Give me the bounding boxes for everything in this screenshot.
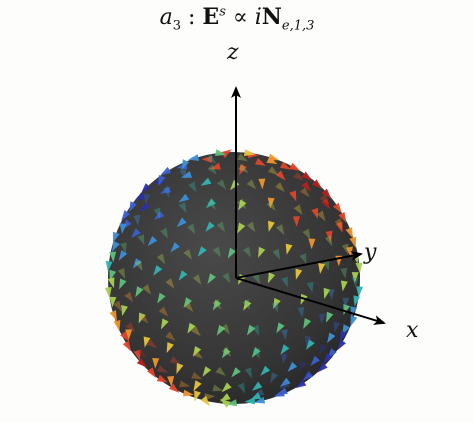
field-arrow xyxy=(110,310,117,321)
field-arrow xyxy=(114,320,121,331)
field-arrow xyxy=(351,315,358,326)
x-axis-label: x xyxy=(406,318,418,343)
z-axis-label: z xyxy=(227,40,239,65)
field-arrow xyxy=(188,154,199,161)
y-axis-label: y xyxy=(364,240,376,265)
